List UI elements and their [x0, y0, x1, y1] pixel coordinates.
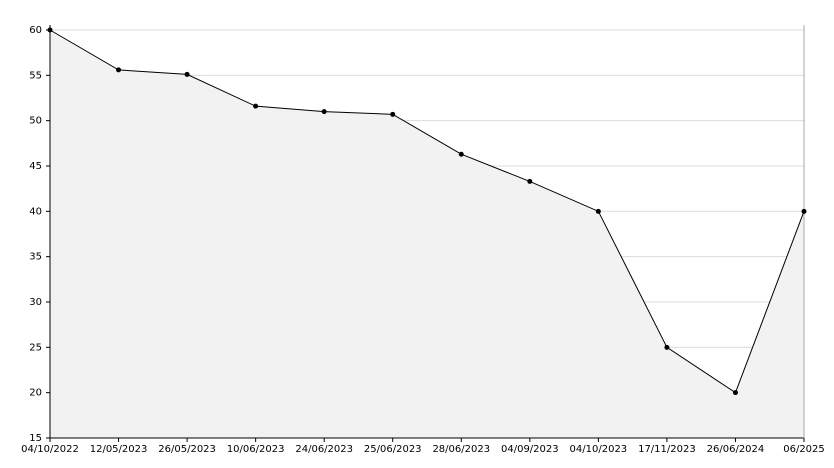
- marker: [253, 103, 259, 109]
- x-tick-label: 04/09/2023: [501, 444, 559, 455]
- x-tick-label: 24/06/2023: [295, 444, 353, 455]
- x-tick-label: 17/11/2023: [638, 444, 696, 455]
- x-tick-label: 04/10/2023: [570, 444, 628, 455]
- marker: [458, 151, 464, 157]
- marker: [664, 344, 670, 350]
- y-tick-label: 45: [29, 161, 42, 172]
- marker: [527, 178, 533, 184]
- y-tick-label: 35: [29, 252, 42, 263]
- y-tick-label: 15: [29, 433, 42, 444]
- x-tick-label: 10/06/2023: [227, 444, 285, 455]
- x-tick-label: 06/2025: [783, 444, 825, 455]
- marker: [184, 71, 190, 77]
- marker: [732, 390, 738, 396]
- x-tick-label: 28/06/2023: [432, 444, 490, 455]
- y-tick-label: 50: [29, 116, 42, 127]
- marker: [390, 111, 396, 117]
- marker: [595, 208, 601, 214]
- area: [50, 30, 804, 438]
- y-tick-label: 55: [29, 70, 42, 81]
- x-tick-label: 26/05/2023: [158, 444, 216, 455]
- marker: [116, 67, 122, 73]
- y-tick-label: 40: [29, 206, 42, 217]
- x-tick-label: 26/06/2024: [707, 444, 765, 455]
- marker: [47, 27, 53, 33]
- marker: [321, 109, 327, 115]
- marker: [801, 208, 807, 214]
- y-tick-label: 60: [29, 25, 42, 36]
- line: [49, 29, 805, 394]
- x-tick-label: 12/05/2023: [90, 444, 148, 455]
- x-tick-label: 04/10/2022: [21, 444, 79, 455]
- y-tick-label: 25: [29, 342, 42, 353]
- y-tick-label: 30: [29, 297, 42, 308]
- x-tick-label: 25/06/2023: [364, 444, 422, 455]
- y-tick-label: 20: [29, 388, 42, 399]
